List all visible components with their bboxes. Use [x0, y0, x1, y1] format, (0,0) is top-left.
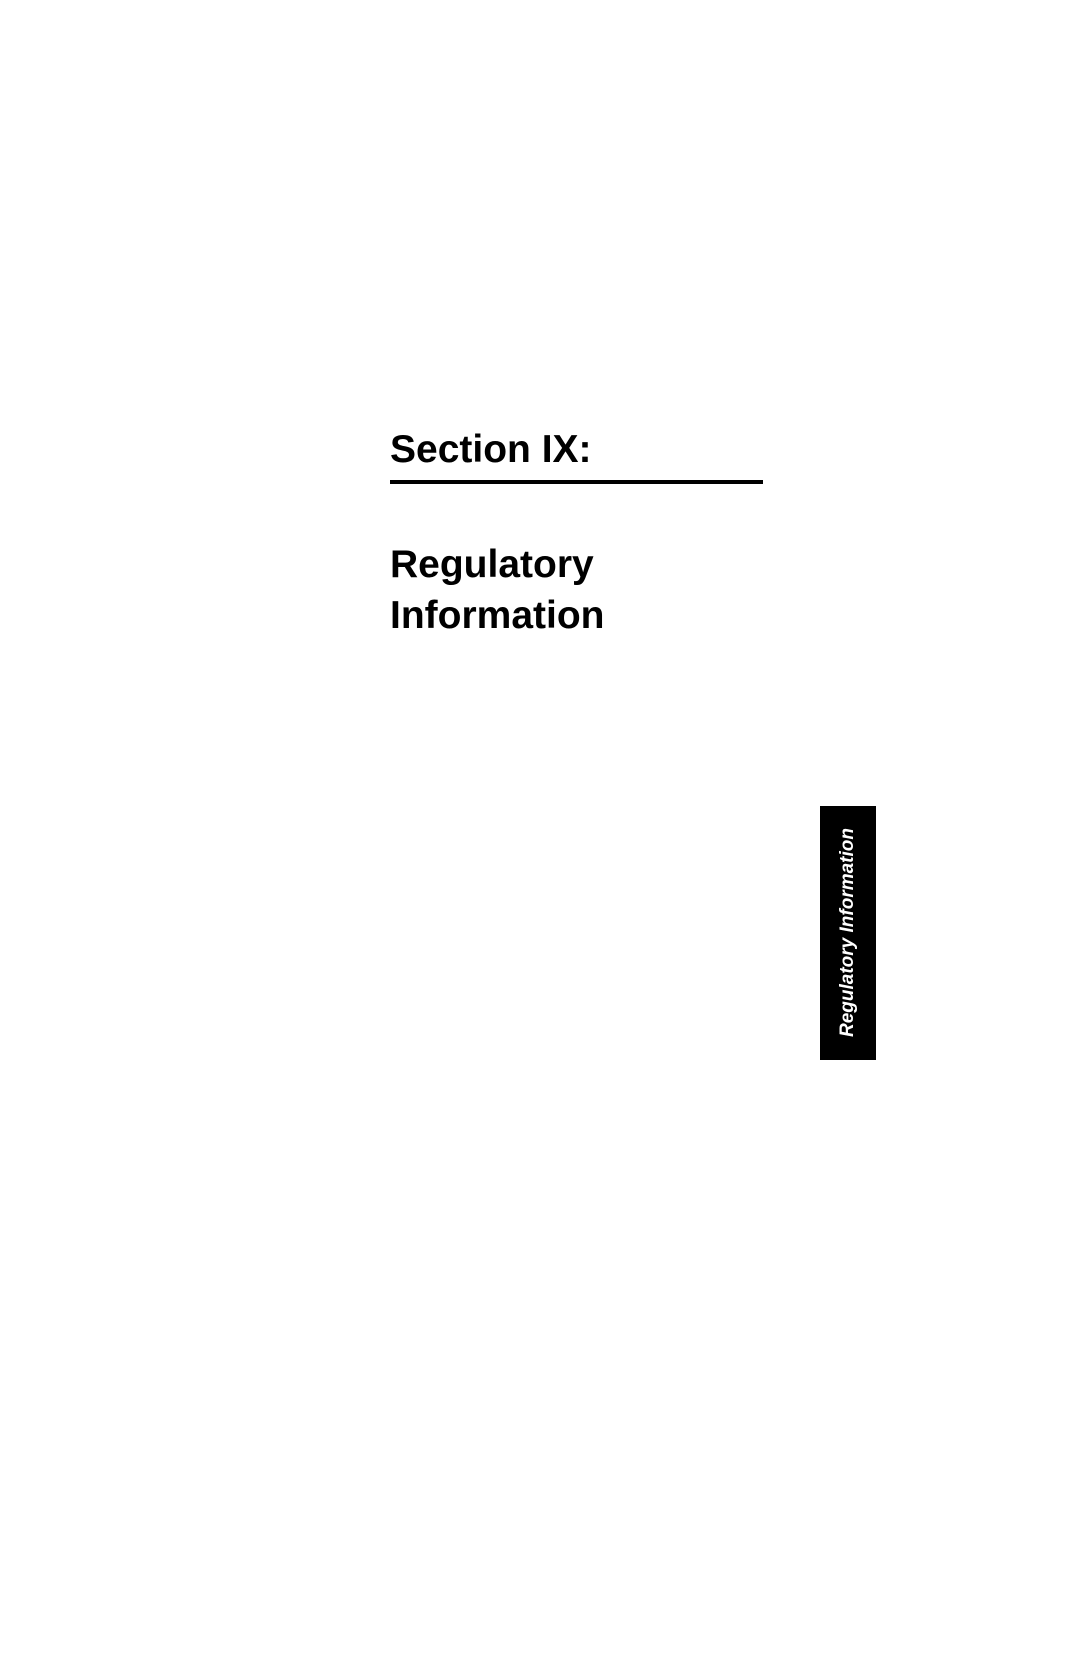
section-title-line2: Information — [390, 594, 604, 637]
section-heading: Section IX: — [390, 428, 763, 484]
side-tab-label: Regulatory Information — [837, 828, 859, 1037]
side-tab: Regulatory Information — [820, 806, 876, 1060]
section-title-line1: Regulatory — [390, 543, 594, 586]
section-title: Regulatory Information — [390, 540, 604, 641]
